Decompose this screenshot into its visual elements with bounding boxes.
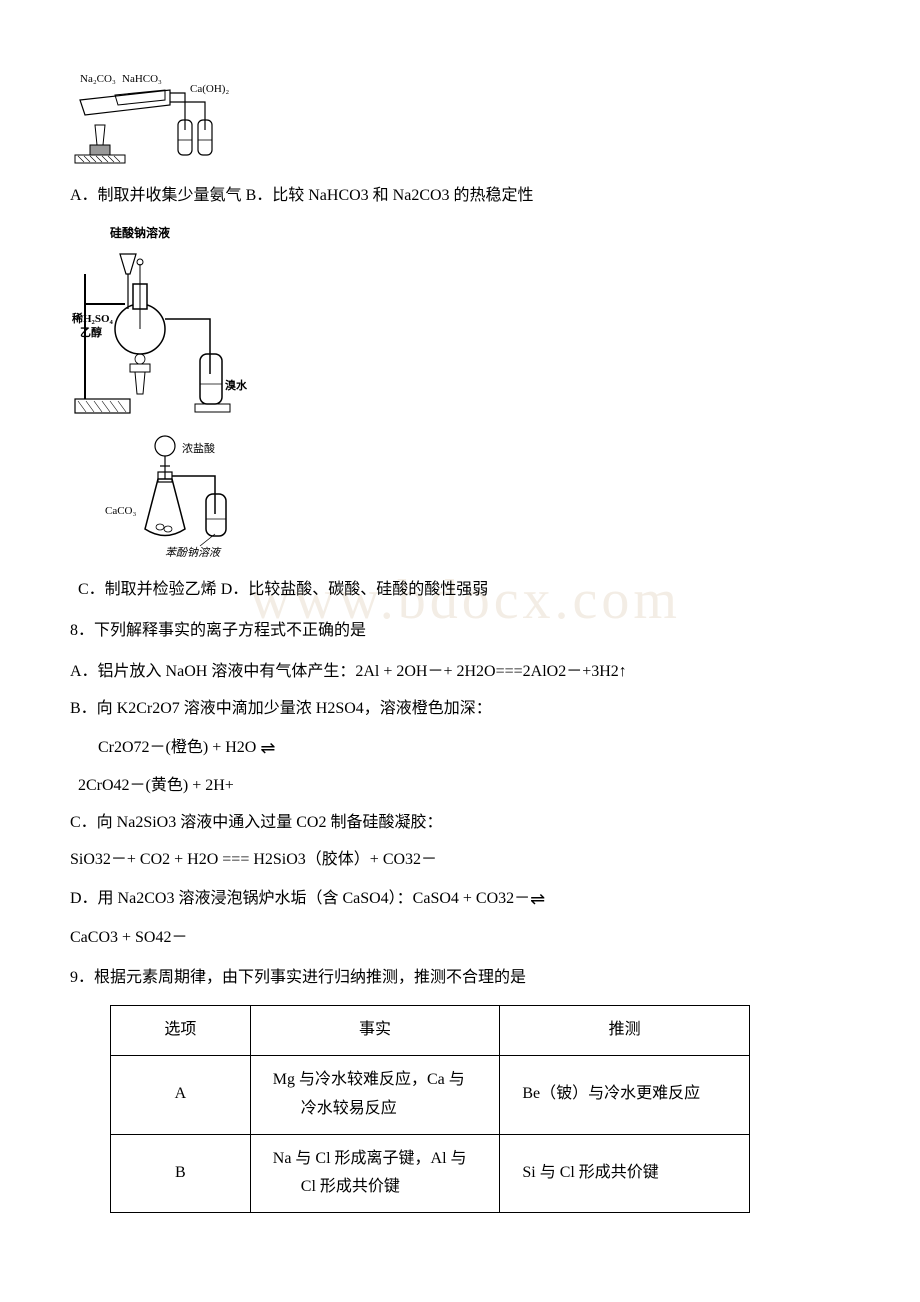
cell-guess-a: Be（铍）与冷水更难反应 bbox=[500, 1055, 750, 1134]
cell-fact-a: Mg 与冷水较难反应，Ca 与冷水较易反应 bbox=[250, 1055, 500, 1134]
option-a: A．制取并收集少量氨气 bbox=[70, 187, 242, 204]
equilibrium-icon bbox=[260, 732, 290, 765]
table-row: A Mg 与冷水较难反应，Ca 与冷水较易反应 Be（铍）与冷水更难反应 bbox=[111, 1055, 750, 1134]
cell-opt-a: A bbox=[111, 1055, 251, 1134]
q8-option-c: C．向 Na2SiO3 溶液中通入过量 CO2 制备硅酸凝胶： bbox=[70, 809, 850, 838]
q8-title: 8．下列解释事实的离子方程式不正确的是 bbox=[70, 617, 850, 646]
svg-text:苯酚钠溶液: 苯酚钠溶液 bbox=[165, 546, 222, 559]
header-guess: 推测 bbox=[500, 1006, 750, 1056]
svg-text:乙醇: 乙醇 bbox=[80, 325, 102, 339]
q8-eq-b1: Cr2O72－(橙色) + H2O bbox=[98, 732, 850, 765]
q8-eq-d: CaCO3 + SO42－ bbox=[70, 924, 850, 953]
cell-guess-b: Si 与 Cl 形成共价键 bbox=[500, 1134, 750, 1213]
table-header-row: 选项 事实 推测 bbox=[111, 1006, 750, 1056]
option-cd-line: C．制取并检验乙烯 D．比较盐酸、碳酸、硅酸的酸性强弱 bbox=[78, 576, 850, 605]
q9-table: 选项 事实 推测 A Mg 与冷水较难反应，Ca 与冷水较易反应 Be（铍）与冷… bbox=[110, 1005, 750, 1213]
label-na2co3: Na₂CO₃ bbox=[80, 73, 116, 85]
q8-d-text: D．用 Na2CO3 溶液浸泡锅炉水垢（含 CaSO4）：CaSO4 + CO3… bbox=[70, 890, 530, 907]
svg-text:CaCO₃: CaCO₃ bbox=[105, 505, 137, 517]
label-nahco3: NaHCO₃ bbox=[122, 73, 162, 85]
svg-text:浓盐酸: 浓盐酸 bbox=[182, 441, 215, 455]
diagram-ethylene: 硅酸钠溶液 稀H₂SO₄ 乙醇 溴水 bbox=[70, 223, 850, 425]
option-d: D．比较盐酸、碳酸、硅酸的酸性强弱 bbox=[221, 581, 489, 598]
q8-eq-b2: 2CrO42－(黄色) + 2H+ bbox=[78, 772, 850, 801]
q9-title: 9．根据元素周期律，由下列事实进行归纳推测，推测不合理的是 bbox=[70, 964, 850, 993]
cell-opt-b: B bbox=[111, 1134, 251, 1213]
svg-text:稀H₂SO₄: 稀H₂SO₄ bbox=[72, 311, 114, 325]
option-ab-line: A．制取并收集少量氨气 B．比较 NaHCO3 和 Na2CO3 的热稳定性 bbox=[70, 182, 850, 211]
equilibrium-icon bbox=[530, 883, 560, 916]
header-fact: 事实 bbox=[250, 1006, 500, 1056]
option-c: C．制取并检验乙烯 bbox=[78, 581, 217, 598]
label-silicate: 硅酸钠溶液 bbox=[110, 223, 850, 245]
svg-text:溴水: 溴水 bbox=[225, 378, 248, 392]
diagram-acidity: 浓盐酸 CaCO₃ 苯酚钠溶液 bbox=[100, 434, 850, 564]
label-caoh2: Ca(OH)₂ bbox=[190, 83, 229, 95]
header-option: 选项 bbox=[111, 1006, 251, 1056]
cell-fact-b: Na 与 Cl 形成离子键，Al 与 Cl 形成共价键 bbox=[250, 1134, 500, 1213]
q8-eq-c: SiO32－+ CO2 + H2O === H2SiO3（胶体）+ CO32－ bbox=[70, 846, 850, 875]
q8-option-b: B．向 K2Cr2O7 溶液中滴加少量浓 H2SO4，溶液橙色加深： bbox=[70, 695, 850, 724]
q8-option-a: A．铝片放入 NaOH 溶液中有气体产生：2Al + 2OH－+ 2H2O===… bbox=[70, 658, 850, 687]
q8-option-d: D．用 Na2CO3 溶液浸泡锅炉水垢（含 CaSO4）：CaSO4 + CO3… bbox=[70, 883, 850, 916]
diagram-thermal-stability: Na₂CO₃ NaHCO₃ Ca(OH)₂ bbox=[70, 70, 850, 170]
table-row: B Na 与 Cl 形成离子键，Al 与 Cl 形成共价键 Si 与 Cl 形成… bbox=[111, 1134, 750, 1213]
option-b: B．比较 NaHCO3 和 Na2CO3 的热稳定性 bbox=[246, 187, 534, 204]
q8-b-eq1-text: Cr2O72－(橙色) + H2O bbox=[98, 739, 256, 756]
